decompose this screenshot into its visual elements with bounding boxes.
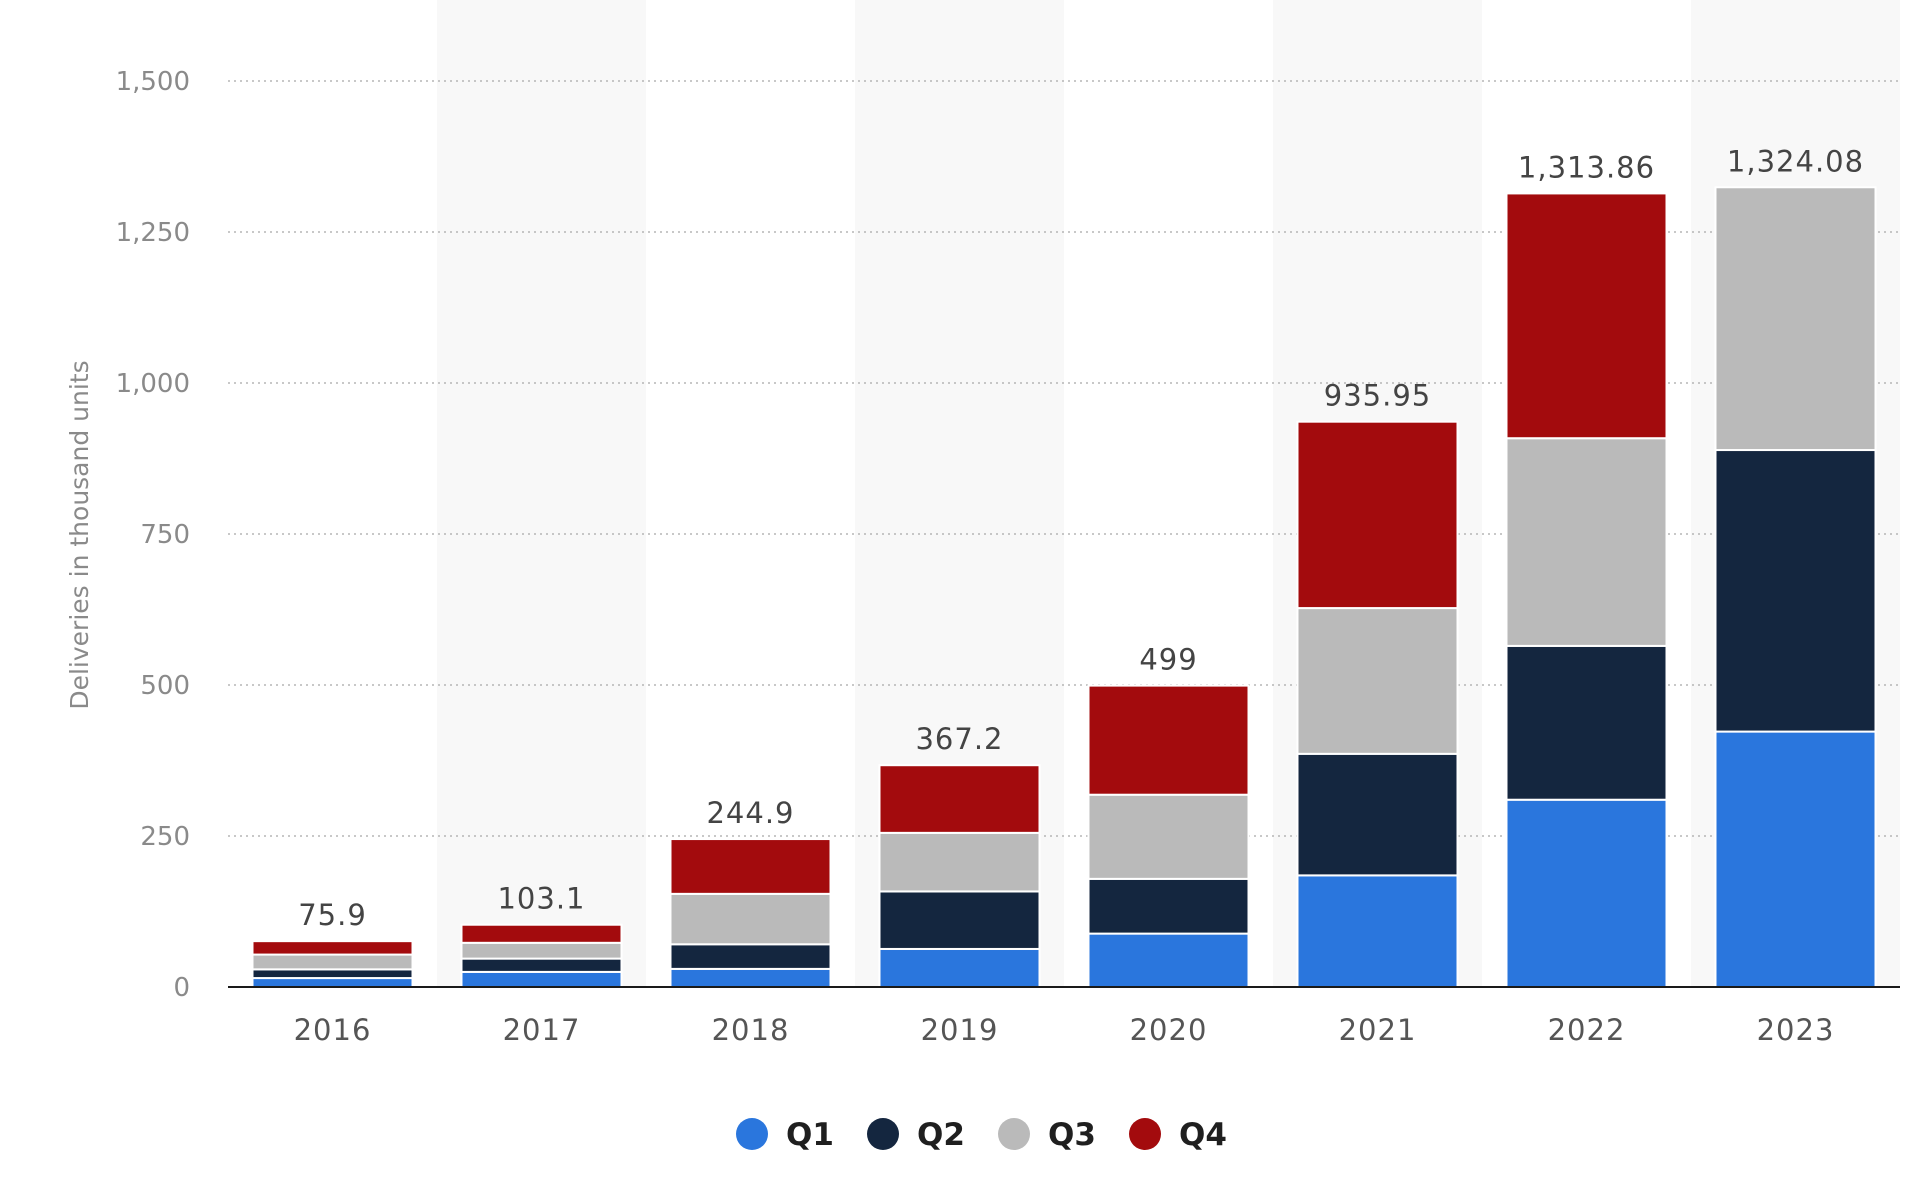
bar-segment-q2-2020 xyxy=(1087,877,1250,935)
bar-segment-q3-2017 xyxy=(460,941,623,960)
legend-item-q4: Q4 xyxy=(1129,1117,1227,1153)
total-label: 367.2 xyxy=(915,722,1003,756)
legend-item-q3: Q3 xyxy=(998,1117,1096,1153)
legend-item-q1: Q1 xyxy=(736,1117,834,1153)
legend: Q1 Q2 Q3 Q4 xyxy=(736,1117,1227,1153)
bar-segment-q4-2017 xyxy=(460,923,623,944)
bar-segment-q2-2023 xyxy=(1714,449,1877,733)
y-tick-label: 0 xyxy=(173,973,190,1003)
legend-marker xyxy=(736,1118,768,1150)
bar-segment-q4-2020 xyxy=(1087,684,1250,796)
bar-segment-q1-2022 xyxy=(1505,798,1668,988)
bar-segment-q4-2019 xyxy=(878,764,1041,834)
bars xyxy=(251,186,1877,989)
x-tick-label: 2021 xyxy=(1339,1013,1417,1047)
bar-segment-q4-2022 xyxy=(1505,192,1668,440)
legend-item-q2: Q2 xyxy=(867,1117,965,1153)
bar-segment-q3-2018 xyxy=(669,892,832,946)
bar-segment-q3-2022 xyxy=(1505,437,1668,647)
x-tick-label: 2016 xyxy=(294,1013,372,1047)
total-label: 935.95 xyxy=(1324,379,1431,413)
y-tick-label: 1,000 xyxy=(116,369,190,399)
x-axis-labels: 2016 2017 2018 2019 2020 2021 2022 2023 xyxy=(294,1013,1835,1047)
total-label: 1,324.08 xyxy=(1727,144,1864,178)
total-label: 1,313.86 xyxy=(1518,150,1655,184)
bar-segment-q4-2016 xyxy=(251,940,414,956)
x-tick-label: 2018 xyxy=(712,1013,790,1047)
bar-segment-q2-2022 xyxy=(1505,644,1668,801)
bar-segment-q2-2016 xyxy=(251,968,414,980)
background-band xyxy=(437,0,646,987)
bar-segment-q2-2021 xyxy=(1296,752,1459,877)
total-label: 244.9 xyxy=(706,796,794,830)
legend-label: Q3 xyxy=(1048,1117,1096,1153)
y-tick-label: 500 xyxy=(140,671,190,701)
total-label: 103.1 xyxy=(497,882,585,916)
legend-marker xyxy=(998,1118,1030,1150)
bar-segment-q1-2019 xyxy=(878,947,1041,988)
y-axis-ticks: 0 250 500 750 1,000 1,250 1,500 xyxy=(116,67,190,1003)
bar-segment-q3-2019 xyxy=(878,831,1041,893)
bar-segment-q3-2021 xyxy=(1296,607,1459,755)
y-tick-label: 1,500 xyxy=(116,67,190,97)
total-label: 75.9 xyxy=(298,898,367,932)
bar-segment-q4-2021 xyxy=(1296,420,1459,610)
bar-segment-q1-2017 xyxy=(460,970,623,989)
x-tick-label: 2023 xyxy=(1757,1013,1835,1047)
legend-label: Q4 xyxy=(1179,1117,1227,1153)
x-tick-label: 2019 xyxy=(921,1013,999,1047)
total-label: 499 xyxy=(1139,643,1197,677)
bar-segment-q1-2021 xyxy=(1296,874,1459,988)
total-labels: 75.9 103.1 244.9 367.2 499 935.95 1,313.86 1,32… xyxy=(298,144,1864,932)
x-tick-label: 2022 xyxy=(1548,1013,1626,1047)
bar-segment-q2-2017 xyxy=(460,957,623,973)
bar-segment-q1-2018 xyxy=(669,967,832,989)
bar-segment-q3-2023 xyxy=(1714,186,1877,452)
y-tick-label: 750 xyxy=(140,520,190,550)
bar-segment-q2-2018 xyxy=(669,943,832,970)
legend-marker xyxy=(1129,1118,1161,1150)
bar-segment-q1-2020 xyxy=(1087,932,1250,988)
legend-label: Q1 xyxy=(786,1117,834,1153)
bar-segment-q1-2016 xyxy=(251,977,414,988)
bar-segment-q2-2019 xyxy=(878,890,1041,950)
y-axis-title: Deliveries in thousand units xyxy=(65,360,94,709)
y-tick-label: 1,250 xyxy=(116,218,190,248)
legend-marker xyxy=(867,1118,899,1150)
legend-label: Q2 xyxy=(917,1117,965,1153)
bar-segment-q1-2023 xyxy=(1714,730,1877,989)
bar-segment-q3-2020 xyxy=(1087,793,1250,880)
y-tick-label: 250 xyxy=(140,822,190,852)
x-tick-label: 2020 xyxy=(1130,1013,1208,1047)
bar-segment-q3-2016 xyxy=(251,953,414,971)
bar-segment-q4-2018 xyxy=(669,838,832,895)
x-tick-label: 2017 xyxy=(503,1013,581,1047)
